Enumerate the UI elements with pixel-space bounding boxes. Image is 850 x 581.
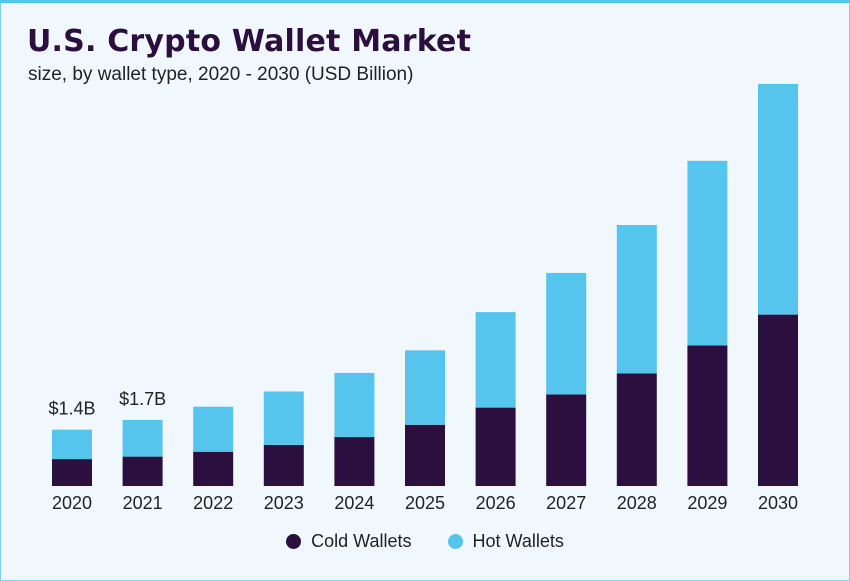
bar-hot-2027 [546, 272, 587, 395]
bar-hot-2022 [193, 406, 234, 452]
bar-cold-2021 [122, 456, 163, 486]
data-label-2021: $1.7B [119, 389, 166, 409]
bar-cold-2026 [475, 407, 516, 486]
bar-hot-2030 [758, 83, 798, 315]
x-tick-label-2030: 2030 [758, 493, 798, 513]
bar-cold-2023 [263, 444, 304, 486]
x-tick-label-2025: 2025 [405, 493, 445, 513]
bar-hot-2020 [52, 429, 92, 460]
bar-cold-2025 [405, 424, 445, 486]
x-tick-label-2024: 2024 [334, 493, 374, 513]
top-accent-bar [0, 0, 850, 3]
bar-cold-2028 [616, 373, 657, 486]
bar-hot-2024 [334, 372, 375, 438]
x-tick-label-2028: 2028 [617, 493, 657, 513]
legend-swatch-hot [447, 534, 463, 549]
bar-cold-2027 [546, 394, 587, 486]
data-label-2020: $1.4B [48, 399, 95, 419]
bar-hot-2028 [616, 225, 657, 374]
bar-hot-2029 [687, 160, 728, 346]
x-tick-label-2021: 2021 [123, 493, 163, 513]
bar-hot-2026 [475, 312, 516, 408]
bar-cold-2030 [758, 314, 798, 486]
bar-cold-2022 [193, 451, 234, 486]
x-tick-label-2027: 2027 [546, 493, 586, 513]
bar-hot-2023 [263, 391, 304, 445]
x-tick-label-2022: 2022 [193, 493, 233, 513]
bar-hot-2021 [122, 419, 163, 457]
chart-subtitle: size, by wallet type, 2020 - 2030 (USD B… [28, 64, 414, 85]
legend-label-hot: Hot Wallets [472, 531, 564, 551]
x-tick-label-2020: 2020 [52, 493, 92, 513]
legend-item-hot: Hot Wallets [447, 531, 564, 552]
chart-title: U.S. Crypto Wallet Market [27, 24, 472, 59]
legend-label-cold: Cold Wallets [311, 531, 412, 551]
legend: Cold Wallets Hot Wallets [0, 531, 850, 552]
bar-cold-2024 [334, 437, 375, 486]
legend-swatch-cold [286, 534, 302, 549]
x-tick-label-2023: 2023 [264, 493, 304, 513]
bar-hot-2025 [405, 350, 445, 425]
x-tick-label-2026: 2026 [476, 493, 516, 513]
x-tick-label-2029: 2029 [687, 493, 727, 513]
legend-item-cold: Cold Wallets [286, 531, 412, 552]
bar-cold-2029 [687, 345, 728, 486]
bar-cold-2020 [52, 459, 92, 486]
